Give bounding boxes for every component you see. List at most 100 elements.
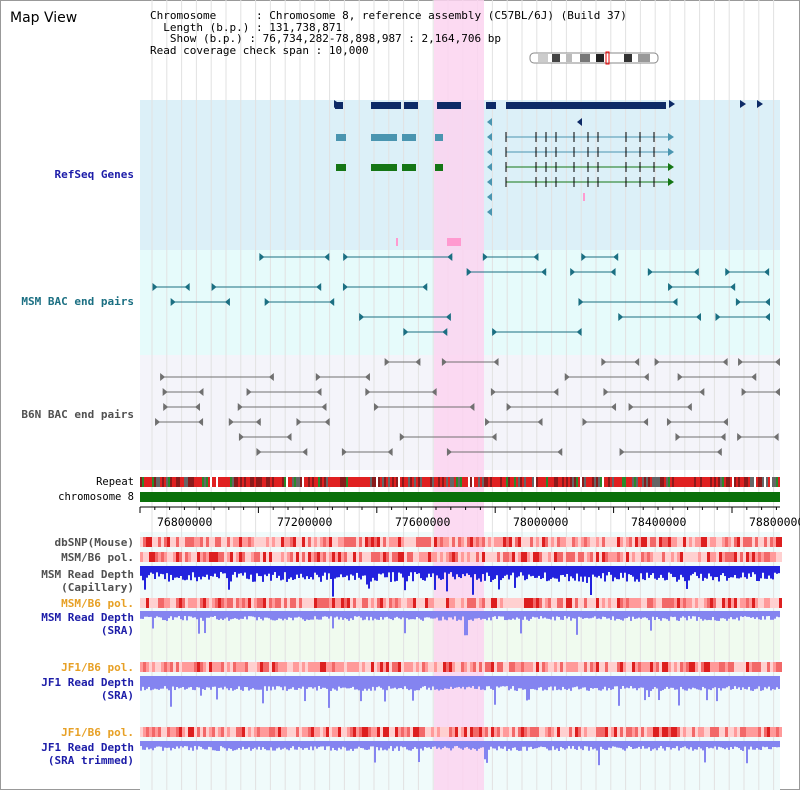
- repeat-segment: [254, 477, 256, 487]
- repeat-segment: [370, 477, 372, 487]
- msm-read-depth-capillary-label[interactable]: MSM Read Depth: [41, 568, 134, 581]
- jf1-b6-pol-cell: [200, 727, 203, 737]
- msm-b6-pol-cell: [560, 552, 563, 562]
- jf1-b6-pol-cell: [179, 727, 182, 737]
- jf1-sra-depth-bar: [644, 676, 646, 701]
- b6n-bac-pair-end: [675, 433, 681, 441]
- repeat-segment: [224, 477, 226, 487]
- refseq-genes-label[interactable]: RefSeq Genes: [54, 168, 134, 181]
- msm-b6-pol-cell: [443, 552, 446, 562]
- msm-sra-depth-bar: [204, 611, 206, 634]
- msm-sra-depth-bar: [518, 611, 520, 619]
- capillary-depth-bar: [710, 566, 712, 577]
- msm-b6-pol-cell: [173, 598, 176, 608]
- msm-sra-depth-bar: [662, 611, 664, 619]
- msm-bac-end-pairs-label[interactable]: MSM BAC end pairs: [21, 295, 134, 308]
- msm-sra-depth-bar: [670, 611, 672, 617]
- repeat-segment: [534, 477, 536, 487]
- b6n-bac-end-pairs-label[interactable]: B6N BAC end pairs: [21, 408, 134, 421]
- jf1-read-depth-sra-label[interactable]: JF1 Read Depth: [41, 676, 134, 689]
- repeat-segment: [668, 477, 670, 487]
- msm-sra-depth-bar: [450, 611, 452, 618]
- jf1-sra-depth-bar: [430, 676, 432, 691]
- jf1-b6-pol-label[interactable]: JF1/B6 pol.: [61, 661, 134, 674]
- jf1-sra-depth-bar: [422, 676, 424, 687]
- msm-sra-depth-bar: [590, 611, 592, 619]
- msm-b6-pol-cell: [392, 598, 395, 608]
- dbsnp-cell: [764, 537, 767, 547]
- msm-b6-pol-label-2[interactable]: MSM/B6 pol.: [61, 597, 134, 610]
- capillary-depth-bar: [240, 566, 242, 574]
- msm-b6-pol-label[interactable]: MSM/B6 pol.: [61, 551, 134, 564]
- msm-sra-depth-bar: [444, 611, 446, 620]
- repeat-segment: [710, 477, 712, 487]
- jf1-trimmed-depth-bar: [186, 741, 188, 747]
- dbsnp-label[interactable]: dbSNP(Mouse): [54, 536, 134, 549]
- capillary-depth-bar: [224, 566, 226, 574]
- msm-b6-pol-cell: [665, 598, 668, 608]
- msm-b6-pol-cell: [422, 598, 425, 608]
- jf1-b6-pol-cell: [614, 662, 617, 672]
- msm-sra-depth-bar: [738, 611, 740, 621]
- capillary-depth-bar: [330, 566, 332, 580]
- msm-bac-pair-end: [696, 313, 702, 321]
- msm-b6-pol-cell: [665, 552, 668, 562]
- jf1-trimmed-depth-bar: [518, 741, 520, 751]
- jf1-b6-pol-cell: [299, 727, 302, 737]
- jf1-trimmed-depth-bar: [670, 741, 672, 750]
- msm-sra-depth-bar: [426, 611, 428, 618]
- dbsnp-cell: [677, 537, 680, 547]
- msm-b6-pol-cell: [338, 552, 341, 562]
- jf1-sra-depth-bar: [586, 676, 588, 691]
- jf1-b6-pol-cell: [686, 727, 689, 737]
- msm-b6-pol-cell: [368, 552, 371, 562]
- repeat-segment: [374, 477, 376, 487]
- jf1-trimmed-depth-bar: [596, 741, 598, 751]
- jf1-b6-pol-cell: [671, 727, 674, 737]
- msm-read-depth-sra-label[interactable]: MSM Read Depth: [41, 611, 134, 624]
- msm-b6-pol-cell: [182, 598, 185, 608]
- msm-b6-pol-cell: [617, 598, 620, 608]
- capillary-depth-bar: [414, 566, 416, 573]
- repeat-segment: [210, 477, 212, 487]
- repeat-segment: [466, 477, 468, 487]
- jf1-trimmed-depth-bar: [620, 741, 622, 749]
- capillary-depth-bar: [196, 566, 198, 582]
- jf1-sra-depth-bar: [358, 676, 360, 691]
- repeat-segment: [778, 477, 780, 487]
- repeat-segment: [280, 477, 282, 487]
- jf1-b6-pol-cell: [461, 662, 464, 672]
- jf1-b6-pol-cell: [473, 662, 476, 672]
- jf1-b6-pol-label-2[interactable]: JF1/B6 pol.: [61, 726, 134, 739]
- msm-sra-depth-bar: [584, 611, 586, 619]
- capillary-depth-bar: [608, 566, 610, 573]
- repeat-segment: [632, 477, 634, 487]
- msm-b6-pol-cell: [353, 598, 356, 608]
- repeat-segment: [478, 477, 480, 487]
- capillary-depth-bar: [586, 566, 588, 583]
- jf1-b6-pol-cell: [173, 662, 176, 672]
- dbsnp-cell: [518, 537, 521, 547]
- capillary-depth-bar: [242, 566, 244, 576]
- msm-b6-pol-cell: [413, 598, 416, 608]
- repeat-segment: [274, 477, 276, 487]
- jf1-trimmed-depth-bar: [546, 741, 548, 749]
- jf1-trimmed-depth-bar: [438, 741, 440, 748]
- dbsnp-cell: [614, 537, 617, 547]
- jf1-trimmed-depth-bar: [158, 741, 160, 747]
- dbsnp-cell: [461, 537, 464, 547]
- jf1-sra-depth-bar: [602, 676, 604, 690]
- msm-b6-pol-cell: [350, 598, 353, 608]
- repeat-segment: [754, 477, 756, 487]
- capillary-depth-bar: [166, 566, 168, 574]
- msm-bac-pair-end: [578, 298, 584, 306]
- repeat-segment: [672, 477, 674, 487]
- jf1-sra-depth-bar: [406, 676, 408, 689]
- jf1-b6-pol-cell: [575, 662, 578, 672]
- msm-b6-pol-cell: [545, 552, 548, 562]
- jf1-trimmed-depth-bar: [414, 741, 416, 748]
- capillary-depth-bar: [214, 566, 216, 574]
- jf1-trimmed-depth-bar: [212, 741, 214, 751]
- jf1-read-depth-trimmed-label[interactable]: JF1 Read Depth: [41, 741, 134, 754]
